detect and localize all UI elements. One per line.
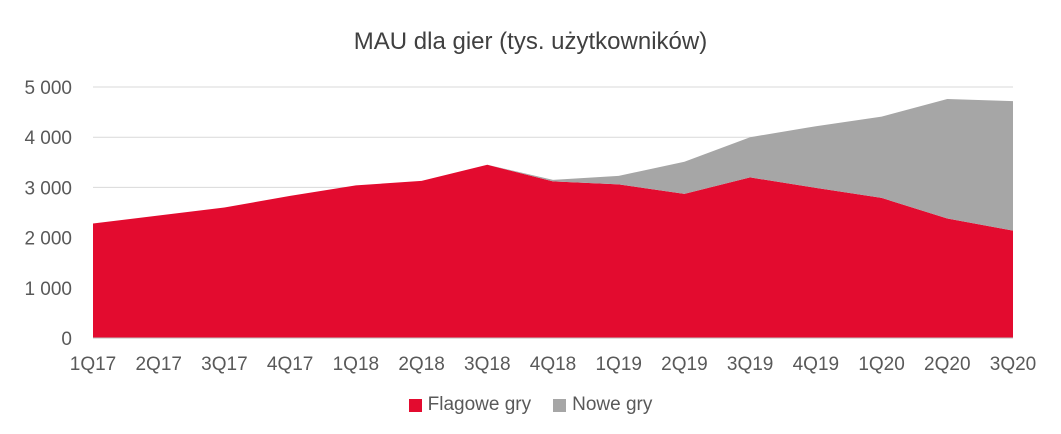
x-tick-label: 3Q18: [464, 354, 510, 375]
x-tick-label: 2Q19: [661, 354, 707, 375]
legend-swatch: [408, 398, 422, 412]
y-tick-label: 5 000: [24, 78, 72, 99]
y-axis-labels: 0 1 000 2 000 3 000 4 000 5 000: [24, 78, 72, 350]
legend: Flagowe gry Nowe gry: [0, 394, 1061, 416]
x-tick-label: 1Q17: [70, 354, 116, 375]
x-tick-label: 1Q20: [858, 354, 904, 375]
x-tick-label: 3Q17: [201, 354, 247, 375]
area-flagowe-gry: [93, 164, 1013, 338]
x-tick-label: 2Q17: [135, 354, 181, 375]
legend-item: Flagowe gry: [408, 394, 532, 416]
y-tick-label: 3 000: [24, 178, 72, 199]
x-axis-labels: 1Q17 2Q17 3Q17 4Q17 1Q18 2Q18 3Q18 4Q18 1Q19 2Q19…: [70, 354, 1036, 375]
y-tick-label: 1 000: [24, 279, 72, 300]
legend-label: Nowe gry: [572, 394, 653, 415]
x-tick-label: 2Q20: [924, 354, 970, 375]
legend-label: Flagowe gry: [427, 394, 532, 415]
area-nowe-gry: [93, 99, 1013, 231]
y-tick-label: 2 000: [24, 229, 72, 250]
area-series: [93, 99, 1013, 338]
y-tick-label: 4 000: [24, 128, 72, 149]
x-tick-label: 1Q18: [333, 354, 379, 375]
legend-item: Nowe gry: [553, 394, 652, 416]
x-tick-label: 1Q19: [595, 354, 641, 375]
chart-title: MAU dla gier (tys. użytkowników): [353, 28, 708, 55]
y-tick-label: 0: [61, 329, 72, 350]
x-tick-label: 4Q19: [793, 354, 839, 375]
x-tick-label: 2Q18: [398, 354, 444, 375]
legend-swatch: [553, 398, 567, 412]
x-tick-label: 4Q17: [267, 354, 313, 375]
x-tick-label: 3Q20: [990, 354, 1036, 375]
x-tick-label: 3Q19: [727, 354, 773, 375]
x-tick-label: 4Q18: [530, 354, 576, 375]
